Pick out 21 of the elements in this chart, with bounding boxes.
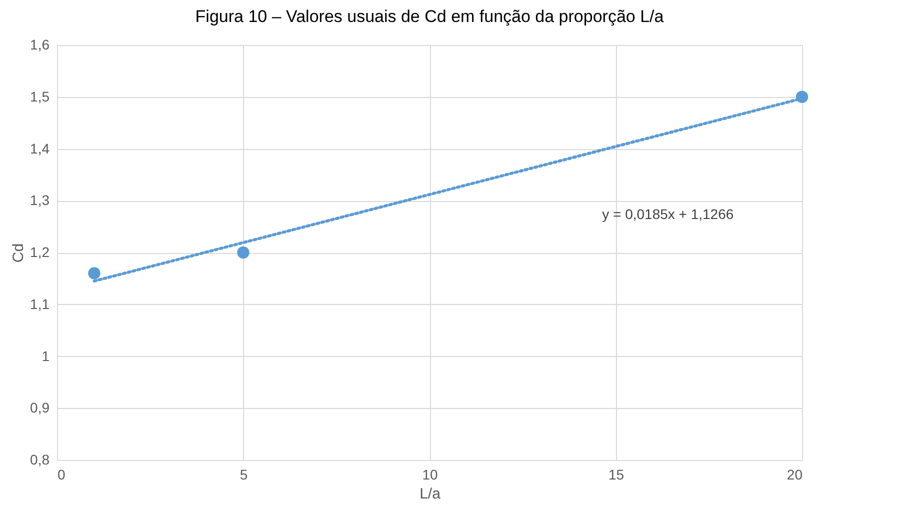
y-tick-label: 1,3 bbox=[30, 192, 50, 208]
y-tick-label: 1 bbox=[42, 348, 50, 364]
y-tick-label: 1,1 bbox=[30, 296, 50, 312]
x-tick-label: 10 bbox=[422, 466, 438, 482]
chart-title: Figura 10 – Valores usuais de Cd em função da proporção L/a bbox=[195, 7, 664, 26]
y-tick-label: 1,4 bbox=[30, 140, 50, 156]
y-tick-label: 0,9 bbox=[30, 400, 50, 416]
x-axis-title: L/a bbox=[420, 486, 442, 502]
annotation: y = 0,0185x + 1,1266 bbox=[602, 206, 734, 222]
point bbox=[88, 267, 100, 280]
x-tick-label: 15 bbox=[608, 466, 624, 482]
y-tick-label: 1,2 bbox=[30, 244, 50, 260]
point bbox=[796, 90, 808, 103]
x-tick-label: 0 bbox=[58, 466, 66, 482]
x-tick-label: 20 bbox=[786, 466, 803, 482]
y-axis-title: Cd bbox=[10, 243, 28, 263]
y-tick-label: 1,6 bbox=[30, 36, 50, 52]
x-tick-label: 5 bbox=[240, 466, 248, 482]
point bbox=[237, 246, 250, 259]
y-tick-label: 1,5 bbox=[30, 88, 50, 104]
y-tick-label: 0,8 bbox=[30, 452, 50, 468]
